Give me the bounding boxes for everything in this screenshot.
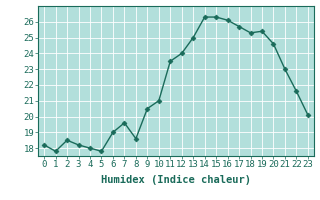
X-axis label: Humidex (Indice chaleur): Humidex (Indice chaleur) bbox=[101, 175, 251, 185]
